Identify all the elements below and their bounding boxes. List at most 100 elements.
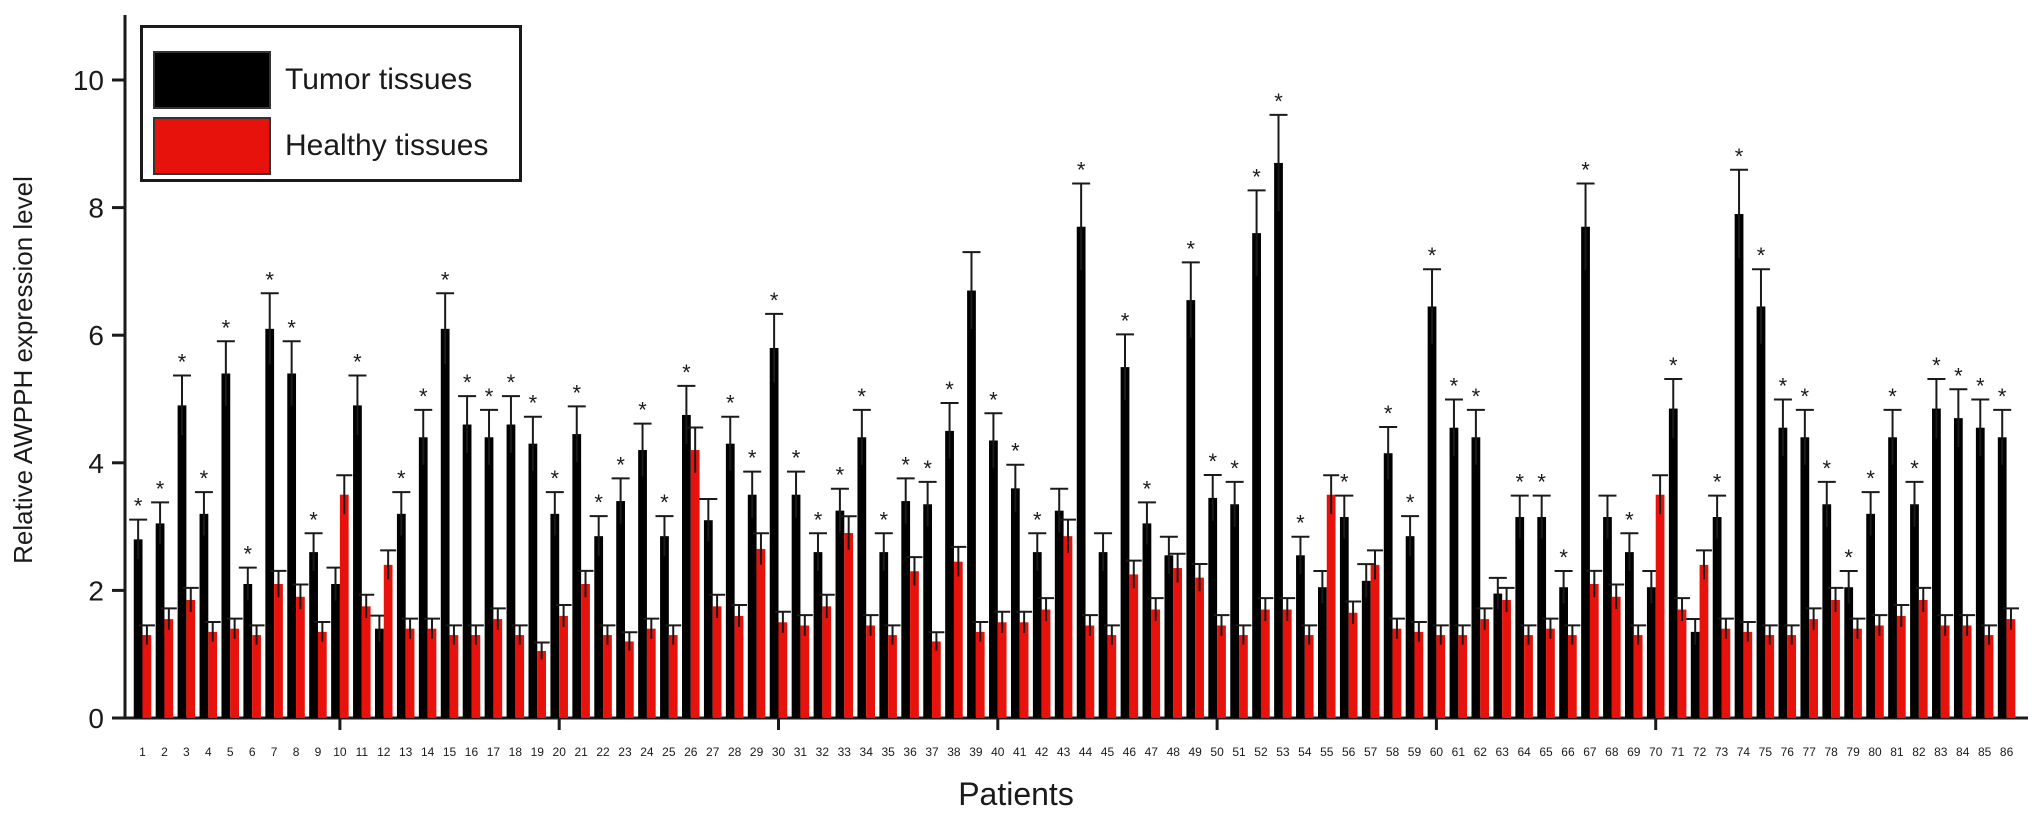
bar-tumor-54 <box>1296 555 1305 718</box>
x-tick-label: 74 <box>1737 745 1751 759</box>
significance-star-77: * <box>1801 384 1810 409</box>
legend-swatch-healthy <box>153 117 271 175</box>
significance-star-18: * <box>507 370 516 395</box>
significance-star-25: * <box>660 490 669 515</box>
bar-tumor-18 <box>506 424 516 718</box>
x-tick-label: 83 <box>1934 745 1948 759</box>
bar-tumor-13 <box>396 513 406 718</box>
bar-healthy-56 <box>1348 612 1358 718</box>
bar-healthy-64 <box>1524 635 1533 718</box>
bar-healthy-62 <box>1480 619 1490 718</box>
bar-tumor-25 <box>660 536 669 718</box>
significance-star-56: * <box>1340 470 1349 495</box>
bar-healthy-51 <box>1239 635 1248 718</box>
bar-healthy-81 <box>1896 615 1906 718</box>
x-tick-label: 53 <box>1276 745 1290 759</box>
bar-tumor-48 <box>1164 555 1174 718</box>
bar-tumor-37 <box>923 504 933 718</box>
bar-healthy-2 <box>164 619 174 718</box>
significance-star-38: * <box>945 377 954 402</box>
bar-tumor-3 <box>177 405 187 718</box>
x-tick-label: 25 <box>662 745 676 759</box>
bar-healthy-43 <box>1063 536 1073 718</box>
significance-star-42: * <box>1033 507 1042 532</box>
x-tick-label: 7 <box>271 745 278 759</box>
bar-tumor-8 <box>287 373 297 718</box>
bar-healthy-82 <box>1918 599 1928 718</box>
bar-tumor-11 <box>353 405 362 718</box>
x-tick-label: 17 <box>487 745 501 759</box>
y-tick-label: 2 <box>88 575 104 606</box>
bar-tumor-24 <box>638 450 647 718</box>
bar-tumor-2 <box>155 523 165 718</box>
bar-tumor-38 <box>945 430 954 718</box>
x-ticks: 1 2 3 4 5 6 7 8 9 10 11 12 13 14 15 16 17 18 19 20 21 22 23 24 2… <box>139 718 2014 759</box>
significance-star-60: * <box>1428 243 1437 268</box>
bar-tumor-9 <box>309 552 318 718</box>
bar-tumor-81 <box>1888 437 1897 718</box>
x-tick-label: 4 <box>205 745 212 759</box>
bar-healthy-16 <box>471 635 481 718</box>
significance-star-86: * <box>1998 384 2007 409</box>
significance-star-22: * <box>594 490 603 515</box>
bar-healthy-59 <box>1414 631 1424 718</box>
bar-healthy-5 <box>230 628 240 718</box>
x-tick-label: 3 <box>183 745 190 759</box>
significance-star-21: * <box>572 380 581 405</box>
x-tick-label: 34 <box>860 745 874 759</box>
x-tick-label: 54 <box>1298 745 1312 759</box>
significance-star-46: * <box>1121 308 1130 333</box>
bar-tumor-56 <box>1339 517 1349 718</box>
x-tick-label: 10 <box>333 745 347 759</box>
x-tick-label: 68 <box>1605 745 1619 759</box>
bar-tumor-6 <box>243 584 253 718</box>
bar-healthy-50 <box>1217 625 1226 718</box>
x-tick-label: 76 <box>1781 745 1795 759</box>
bar-tumor-77 <box>1800 437 1810 718</box>
bar-tumor-26 <box>682 414 691 718</box>
bar-tumor-49 <box>1186 300 1196 718</box>
significance-star-32: * <box>814 507 823 532</box>
bar-healthy-8 <box>296 596 305 718</box>
bar-tumor-58 <box>1383 453 1393 718</box>
bar-healthy-54 <box>1304 635 1314 718</box>
significance-star-2: * <box>156 476 165 501</box>
x-tick-label: 55 <box>1320 745 1334 759</box>
bar-healthy-41 <box>1019 622 1029 718</box>
y-tick-label: 10 <box>73 65 104 96</box>
significance-star-62: * <box>1472 384 1481 409</box>
significance-star-15: * <box>441 267 450 292</box>
x-tick-label: 85 <box>1978 745 1992 759</box>
bar-healthy-76 <box>1787 635 1797 718</box>
bar-tumor-51 <box>1230 504 1240 718</box>
x-tick-label: 72 <box>1693 745 1707 759</box>
x-tick-label: 80 <box>1868 745 1882 759</box>
x-tick-label: 38 <box>947 745 961 759</box>
x-tick-label: 73 <box>1715 745 1729 759</box>
y-tick-label: 0 <box>88 703 104 734</box>
bar-tumor-63 <box>1493 593 1503 718</box>
bar-tumor-23 <box>616 501 625 718</box>
significance-star-65: * <box>1537 470 1546 495</box>
x-tick-label: 44 <box>1079 745 1093 759</box>
bar-tumor-30 <box>769 347 779 718</box>
bar-healthy-63 <box>1502 599 1511 718</box>
bar-tumor-72 <box>1690 631 1700 718</box>
bar-healthy-68 <box>1611 596 1621 718</box>
x-tick-label: 8 <box>293 745 300 759</box>
x-tick-label: 32 <box>816 745 830 759</box>
x-tick-label: 14 <box>421 745 435 759</box>
x-tick-label: 51 <box>1232 745 1246 759</box>
significance-star-85: * <box>1976 374 1985 399</box>
x-tick-label: 48 <box>1167 745 1181 759</box>
bar-healthy-46 <box>1129 574 1139 718</box>
bar-healthy-49 <box>1195 577 1204 718</box>
bar-healthy-29 <box>756 548 766 718</box>
bar-healthy-77 <box>1809 619 1818 718</box>
legend: Tumor tissues Healthy tissues <box>140 25 522 182</box>
bar-healthy-42 <box>1041 609 1051 718</box>
bar-tumor-78 <box>1822 504 1832 718</box>
x-tick-label: 42 <box>1035 745 1049 759</box>
x-tick-label: 30 <box>772 745 786 759</box>
